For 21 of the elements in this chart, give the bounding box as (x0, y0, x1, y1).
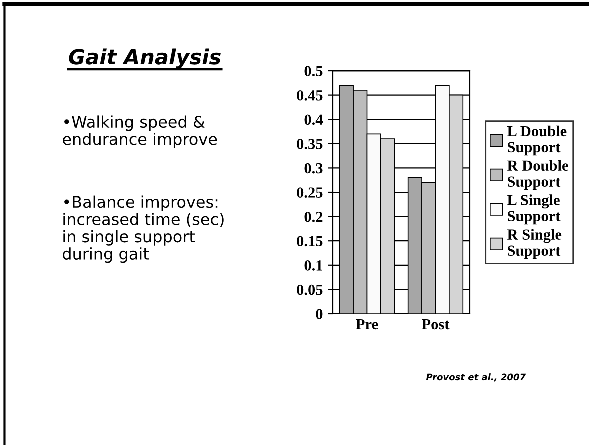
y-tick-label: 0.05 (297, 284, 323, 296)
legend-label: R Double Support (507, 160, 568, 190)
y-tick-label: 0.3 (304, 163, 323, 174)
y-tick-label: 0.1 (304, 260, 322, 271)
legend-label: L Single Support (507, 194, 561, 225)
y-tick-label: 0.15 (297, 236, 323, 247)
y-tick-label: 0 (316, 309, 323, 320)
y-tick-label: 0.35 (297, 139, 323, 150)
y-tick-label: 0.25 (297, 188, 323, 198)
x-tick-label: Pre (356, 319, 378, 330)
y-tick-label: 0.2 (304, 212, 323, 222)
text: •Walking speed & endurance improve (63, 116, 218, 148)
text: •Balance improves: increased time (sec) in single support during gait (63, 196, 224, 264)
y-tick-label: 0.45 (297, 90, 323, 101)
text: Gait Analysis (69, 48, 221, 70)
y-tick-label: 0.4 (304, 114, 323, 126)
legend-label: L Double Support (507, 126, 567, 156)
text: Provost et al., 2007 (426, 374, 526, 382)
legend-label: R Single Support (507, 229, 562, 260)
x-tick-label: Post (422, 319, 450, 330)
y-tick-label: 0.5 (304, 66, 323, 77)
